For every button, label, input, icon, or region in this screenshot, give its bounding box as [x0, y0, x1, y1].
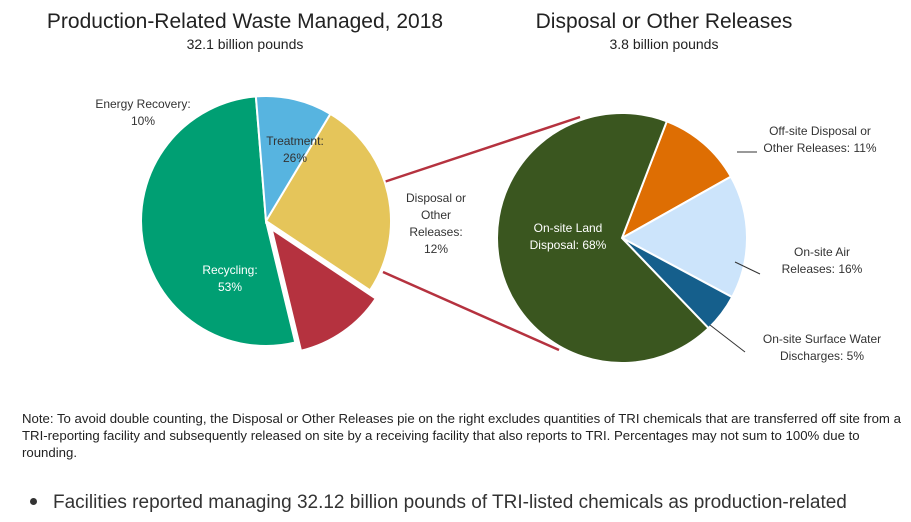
connector-line-top: [383, 115, 581, 184]
footnote: Note: To avoid double counting, the Disp…: [22, 411, 901, 460]
pie-slice-off-site-disposal-or-other-releases: [620, 120, 733, 241]
connector-lines: [382, 115, 581, 352]
slice-label-recycling: Recycling: 53%: [202, 263, 257, 294]
connector-line-bottom: [382, 270, 560, 352]
leader-line: [734, 261, 761, 275]
pie-slice-on-site-land-disposal: [496, 111, 710, 364]
slice-label-treatment: Treatment: 26%: [266, 134, 324, 165]
pie-slice-disposal-or-other-releases: [270, 226, 378, 352]
left-pie-chart: Production-Related Waste Managed, 2018 3…: [47, 10, 466, 352]
bullet-dot: [30, 497, 37, 505]
left-pie-subtitle: 32.1 billion pounds: [187, 36, 304, 52]
pie-slice-treatment: [264, 112, 393, 292]
slice-label-on-site-air-releases: On-site Air Releases: 16%: [782, 245, 863, 276]
slice-label-off-site-disposal-or-other-releases: Off-site Disposal or Other Releases: 11%: [763, 124, 876, 155]
pie-slice-on-site-air-releases: [619, 175, 748, 299]
chart-area: Production-Related Waste Managed, 2018 3…: [47, 10, 881, 364]
left-pie-title: Production-Related Waste Managed, 2018: [47, 10, 443, 33]
slice-label-on-site-land-disposal: On-site Land Disposal: 68%: [530, 221, 607, 252]
leader-line: [709, 324, 746, 353]
pie-slice-recycling: [140, 95, 297, 347]
right-pie-chart: Disposal or Other Releases 3.8 billion p…: [496, 10, 881, 364]
bullet-item: Facilities reported managing 32.12 billi…: [30, 492, 911, 514]
right-pie-subtitle: 3.8 billion pounds: [610, 36, 719, 52]
slice-label-on-site-surface-water-discharges: On-site Surface Water Discharges: 5%: [763, 332, 881, 363]
slice-label-disposal-or-other-releases: Disposal or Other Releases: 12%: [406, 191, 466, 256]
right-pie-title: Disposal or Other Releases: [536, 10, 793, 33]
bullet-text: Facilities reported managing 32.12 billi…: [53, 492, 847, 513]
slice-label-energy-recovery: Energy Recovery: 10%: [95, 97, 190, 128]
pie-slice-energy-recovery: [254, 95, 332, 225]
